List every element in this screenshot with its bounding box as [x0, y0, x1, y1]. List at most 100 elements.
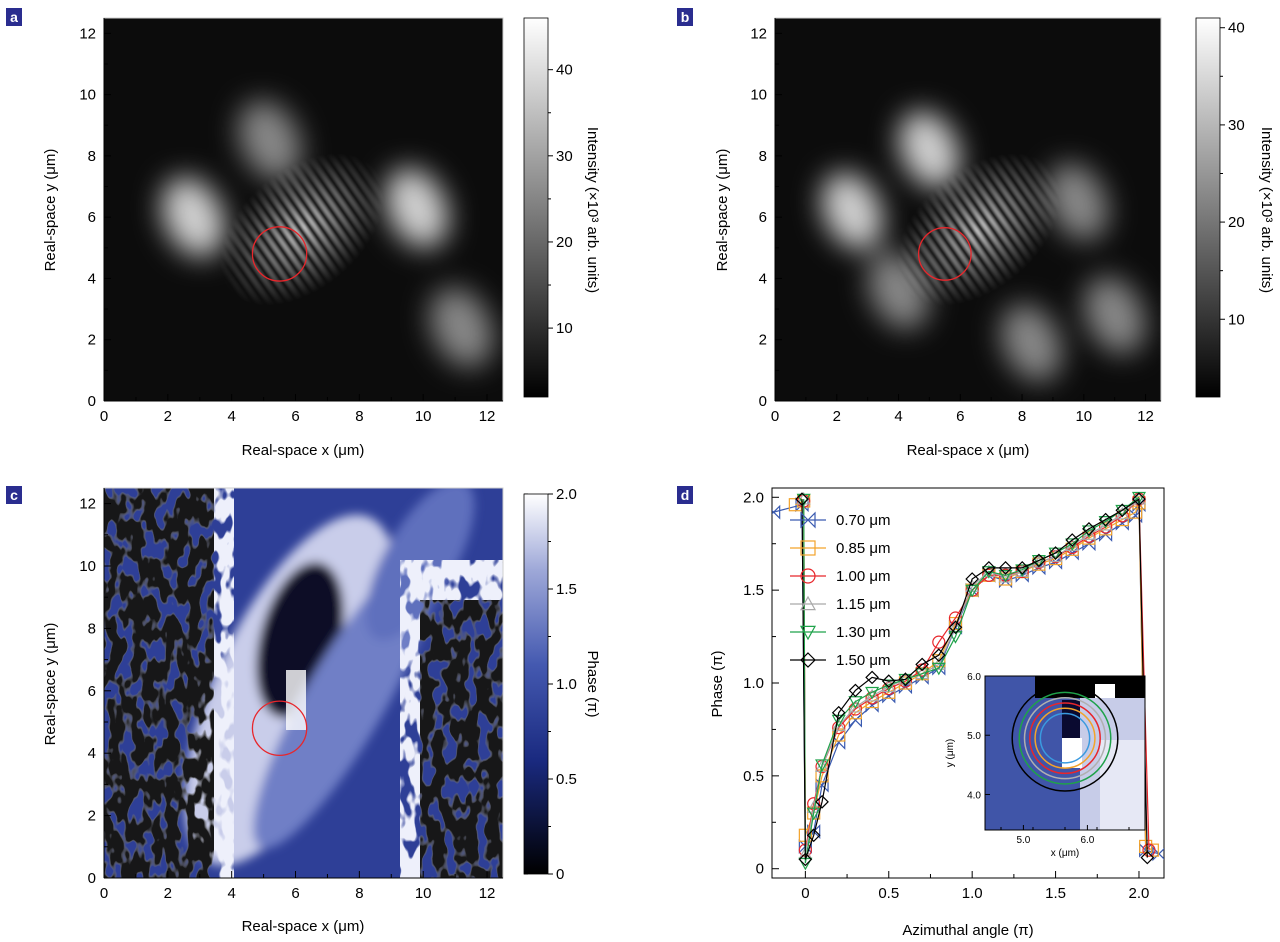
- data-point: [1031, 555, 1046, 568]
- y-tick-label: 2.0: [743, 489, 764, 506]
- data-point: [931, 648, 946, 662]
- inset-circle: [1029, 702, 1101, 775]
- data-point: [800, 511, 816, 529]
- x-tick-label: 1.5: [1045, 885, 1066, 902]
- inset-y-tick-label: 6.0: [967, 672, 981, 683]
- x-tick-label: 6: [291, 885, 299, 902]
- inset-circle: [1039, 712, 1091, 764]
- x-tick-label: 2: [164, 408, 172, 425]
- panel-c-xlabel: Real-space x (μm): [242, 918, 365, 935]
- inset-circle: [1023, 696, 1107, 780]
- x-tick-label: 10: [1075, 408, 1092, 425]
- panel-b-heatmap: [775, 18, 1161, 401]
- x-tick-label: 0.5: [878, 885, 899, 902]
- colorbar-tick-label: 1.5: [556, 581, 577, 598]
- y-tick-label: 4: [759, 270, 767, 287]
- data-point: [998, 569, 1013, 583]
- data-point: [800, 568, 816, 584]
- x-tick-label: 8: [1018, 408, 1026, 425]
- data-point: [799, 625, 817, 641]
- data-point: [1115, 504, 1130, 518]
- x-tick-label: 0: [801, 885, 809, 902]
- legend-entry: 1.50 μm: [790, 652, 891, 669]
- legend-label: 1.00 μm: [836, 568, 891, 585]
- inset-heatmap: [985, 676, 1145, 830]
- x-tick-label: 1.0: [962, 885, 983, 902]
- y-tick-label: 1.5: [743, 582, 764, 599]
- panel-d-ylabel: Phase (π): [709, 650, 726, 717]
- data-point: [1015, 561, 1030, 575]
- x-tick-label: 6: [956, 408, 964, 425]
- colorbar-tick-label: 10: [1228, 311, 1245, 328]
- data-point: [865, 688, 880, 702]
- data-point: [848, 712, 863, 728]
- y-tick-label: 12: [750, 25, 767, 42]
- data-point: [799, 595, 817, 611]
- data-point: [1098, 517, 1113, 531]
- legend-entry: 0.85 μm: [790, 540, 891, 557]
- panel-a-ylabel: Real-space y (μm): [42, 149, 59, 272]
- y-tick-label: 10: [750, 87, 767, 104]
- panel-c-label: c: [6, 486, 22, 504]
- x-tick-label: 6: [291, 408, 299, 425]
- inset-circle: [1011, 684, 1119, 792]
- x-tick-label: 12: [479, 408, 496, 425]
- data-point: [815, 759, 830, 772]
- marked-circle-c: [251, 700, 308, 757]
- legend-label: 1.15 μm: [836, 596, 891, 613]
- data-point: [1032, 553, 1046, 568]
- x-tick-label: 0: [100, 408, 108, 425]
- y-tick-label: 0.5: [743, 768, 764, 785]
- y-tick-label: 1.0: [743, 675, 764, 692]
- panel-a-xlabel: Real-space x (μm): [242, 442, 365, 459]
- data-point: [881, 674, 896, 688]
- data-point: [898, 672, 913, 687]
- colorbar-tick-label: 30: [1228, 117, 1245, 134]
- data-point: [807, 824, 821, 840]
- data-point: [998, 561, 1013, 575]
- inset-y-tick-label: 4.0: [967, 790, 981, 801]
- legend-label: 1.50 μm: [836, 652, 891, 669]
- y-tick-label: 10: [79, 87, 96, 104]
- data-point: [1081, 527, 1096, 540]
- y-tick-label: 2: [88, 332, 96, 349]
- x-tick-label: 2.0: [1129, 885, 1150, 902]
- inset-ylabel: y (μm): [945, 739, 956, 768]
- y-tick-label: 4: [88, 745, 96, 762]
- legend-entry: 1.15 μm: [790, 595, 891, 613]
- data-point: [948, 611, 963, 625]
- colorbar-tick-label: 0.5: [556, 771, 577, 788]
- y-tick-label: 2: [759, 332, 767, 349]
- legend-label: 0.70 μm: [836, 512, 891, 529]
- data-point: [795, 492, 809, 506]
- y-tick-label: 0: [88, 870, 96, 887]
- x-tick-label: 4: [894, 408, 902, 425]
- y-tick-label: 12: [79, 496, 96, 513]
- colorbar-tick-label: 40: [1228, 20, 1245, 37]
- legend-entry: 1.30 μm: [790, 624, 891, 641]
- legend-entry: 0.70 μm: [790, 511, 891, 529]
- panel-a-heatmap: [104, 18, 503, 401]
- data-point: [831, 718, 846, 732]
- data-point: [1115, 503, 1130, 518]
- x-tick-label: 10: [415, 885, 432, 902]
- colorbar-tick-label: 2.0: [556, 486, 577, 503]
- colorbar-tick-label: 1.0: [556, 676, 577, 693]
- colorbar-tick-label: 0: [556, 866, 564, 883]
- data-point: [1142, 843, 1156, 857]
- x-tick-label: 12: [1137, 408, 1154, 425]
- colorbar-c-label: Phase (π): [584, 650, 601, 717]
- y-tick-label: 12: [79, 25, 96, 42]
- series-line: [801, 498, 1148, 860]
- y-tick-label: 8: [759, 148, 767, 165]
- panel-a-label: a: [6, 8, 22, 26]
- data-point: [882, 681, 896, 696]
- data-point: [806, 807, 821, 821]
- colorbar-a-label: Intensity (×10³ arb. units): [584, 127, 601, 293]
- data-point: [806, 828, 821, 843]
- data-point: [948, 620, 963, 635]
- svg-text:d: d: [681, 487, 690, 503]
- colorbar-a: [523, 17, 549, 398]
- y-tick-label: 0: [759, 393, 767, 410]
- inset-circle: [1034, 707, 1096, 769]
